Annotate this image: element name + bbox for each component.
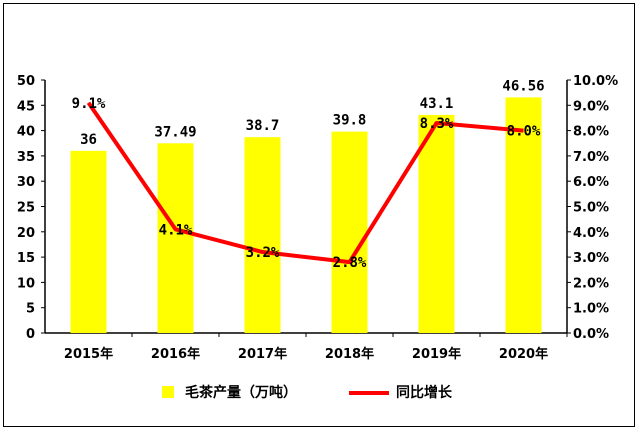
left-tick-label: 25: [17, 201, 35, 216]
bar-2019年: [418, 114, 455, 333]
x-category-label: 2019年: [412, 346, 461, 362]
bar-value-label: 46.56: [502, 78, 544, 94]
x-category-label: 2020年: [499, 346, 548, 362]
growth-value-label: 3.2%: [246, 245, 280, 261]
bar-value-label: 43.1: [420, 96, 454, 112]
x-category-label: 2018年: [325, 346, 374, 362]
growth-value-label: 4.1%: [159, 222, 193, 238]
right-tick-label: 5.0%: [573, 201, 609, 216]
bar-2015年: [70, 150, 107, 333]
bar-2016年: [157, 143, 194, 333]
x-category-label: 2016年: [151, 346, 200, 362]
bar-2017年: [244, 137, 281, 333]
right-tick-label: 6.0%: [573, 175, 609, 190]
left-tick-label: 30: [17, 175, 35, 190]
left-tick-label: 40: [17, 125, 35, 140]
bar-value-label: 39.8: [333, 113, 367, 129]
bar-2018年: [331, 131, 368, 333]
left-tick-label: 10: [17, 276, 35, 291]
right-tick-label: 2.0%: [573, 276, 609, 291]
right-tick-label: 10.0%: [573, 74, 618, 89]
left-tick-label: 0: [26, 327, 35, 342]
growth-value-label: 8.0%: [507, 124, 541, 140]
x-category-label: 2015年: [64, 346, 113, 362]
bar-value-label: 38.7: [246, 118, 280, 134]
legend-label-bar: 毛茶产量（万吨）: [185, 384, 297, 401]
right-tick-label: 3.0%: [573, 251, 609, 266]
x-category-label: 2017年: [238, 346, 287, 362]
legend-label-line: 同比增长: [396, 384, 453, 401]
left-tick-label: 5: [26, 302, 35, 317]
right-tick-label: 9.0%: [573, 99, 609, 114]
right-tick-label: 1.0%: [573, 302, 609, 317]
growth-value-label: 9.1%: [72, 96, 106, 112]
bar-2020年: [505, 97, 542, 333]
bar-value-label: 37.49: [154, 124, 196, 140]
legend-swatch-bar: [162, 386, 174, 398]
right-tick-label: 0.0%: [573, 327, 609, 342]
left-tick-label: 20: [17, 226, 35, 241]
left-tick-label: 15: [17, 251, 35, 266]
right-tick-label: 4.0%: [573, 226, 609, 241]
growth-value-label: 8.3%: [420, 116, 454, 132]
left-tick-label: 35: [17, 150, 35, 165]
right-tick-label: 7.0%: [573, 150, 609, 165]
left-tick-label: 50: [17, 74, 35, 89]
right-tick-label: 8.0%: [573, 125, 609, 140]
bar-value-label: 36: [80, 132, 97, 148]
growth-line: [86, 101, 524, 265]
left-tick-label: 45: [17, 99, 35, 114]
growth-value-label: 2.8%: [333, 255, 367, 271]
